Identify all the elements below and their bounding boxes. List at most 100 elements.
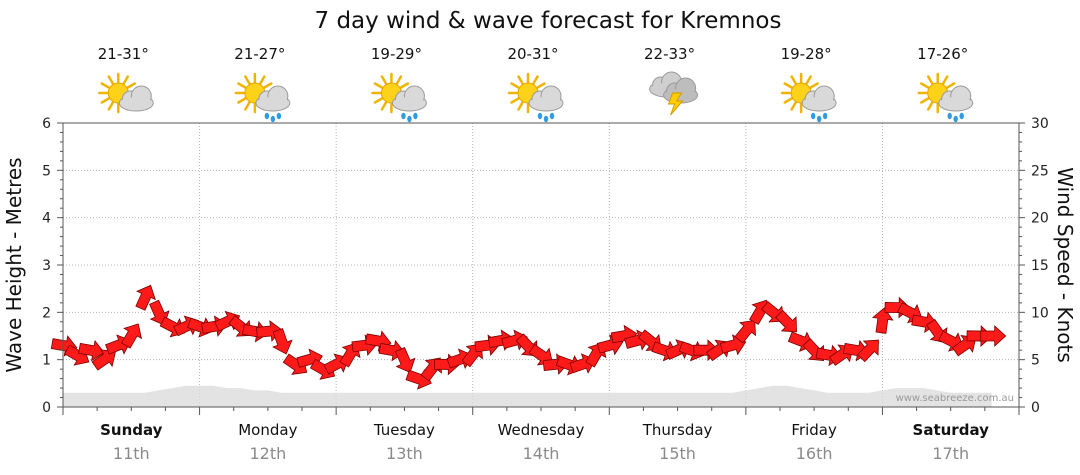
grid-lines [63,123,1019,407]
day-label: Saturday [913,421,990,439]
sun-ray [783,82,793,89]
wind-arrow [394,347,416,374]
rain-drops [401,112,418,123]
cloud-shape [255,85,291,112]
rain-drop [822,112,828,120]
cloud-shape [938,85,974,112]
cloud-shape [801,85,837,112]
left-tick-label: 6 [42,116,51,132]
rain-drops [810,112,828,123]
sun-ray [399,82,410,89]
sun-ray [373,97,384,104]
sun-cloud-icon [98,72,154,114]
temperature-label: 21-27° [234,45,285,63]
left-axis-title: Wave Height - Metres [2,157,26,372]
sun-ray [244,101,251,111]
sun-ray [920,97,930,104]
rain-drop [407,115,412,123]
sun-ray [395,75,403,85]
rain-drop [537,112,543,120]
sun-ray [380,75,388,85]
cloud-shape [118,85,154,112]
sun-ray [790,101,797,111]
wind-arrow [980,325,1007,347]
sun-ray [237,97,247,104]
wind-arrow-shape [135,284,156,311]
right-tick-label: 0 [1031,400,1040,416]
left-tick-label: 0 [42,400,51,416]
date-label: 16th [796,444,833,463]
cloud-fill [120,97,153,109]
wind-arrow [91,349,116,371]
rain-drop [810,112,816,120]
cloud-fill [803,97,836,109]
right-tick-label: 20 [1031,211,1049,227]
left-tick-label: 5 [42,163,51,179]
cloud-fill [393,97,426,109]
bottom-axis: Sunday 11th Monday 12th Tuesday 13th Wednesday… [62,407,1020,463]
day-label: Tuesday [373,421,435,439]
sun-ray [259,75,266,85]
wind-arrow [856,339,879,363]
storm-icon [649,71,699,116]
sun-ray [237,82,247,89]
sun-ray [380,101,388,111]
temperature-label: 19-28° [781,45,832,63]
right-axis-title: Wind Speed - Knots [1053,167,1077,363]
sun-cloud-rain-icon [917,72,974,123]
sun-ray [373,82,384,89]
rain-drop [413,112,418,120]
sun-cloud-rain-icon [234,72,291,123]
sun-ray [126,82,136,89]
wind-arrow [775,309,797,333]
wind-arrow-shape [78,339,105,362]
sun-ray [805,75,812,85]
wind-arrow [135,284,156,311]
right-tick-label: 30 [1031,116,1049,132]
right-tick-label: 5 [1031,353,1040,369]
date-label: 17th [932,444,969,463]
sun-ray [510,97,520,104]
credit-label: www.seabreeze.com.au [896,393,1014,404]
day-header: 19-28° [780,45,837,123]
sun-ray [941,75,949,85]
right-tick-label: 15 [1031,258,1049,274]
date-label: 12th [249,444,286,463]
day-header: 20-31° [507,45,564,123]
sun-cloud-rain-icon [507,72,564,123]
date-label: 14th [523,444,560,463]
day-header: 21-31° [98,45,154,114]
rain-drops [264,112,282,123]
wind-arrow-shape [272,328,293,355]
temperature-label: 20-31° [507,45,558,63]
rain-drop [947,112,952,120]
wind-arrow-shape [775,309,797,333]
cloud-shape [528,85,564,112]
rain-drop [276,112,282,120]
day-label: Thursday [642,421,713,439]
wind-arrow-shape [120,323,143,349]
sun-ray [244,75,251,85]
rain-drops [947,112,964,123]
temperature-label: 22-33° [644,45,695,63]
sun-ray [263,82,273,89]
sun-cloud-rain-icon [371,72,427,123]
sun-ray [790,75,797,85]
temperature-label: 19-29° [371,45,422,63]
cloud-fill [256,97,289,109]
wind-arrow [871,307,894,334]
sun-ray [532,75,539,85]
sun-ray [510,82,520,89]
sun-cloud-rain-icon [780,72,837,123]
day-label: Monday [238,421,297,439]
rain-drop [264,112,270,120]
wind-arrow-shape [856,339,879,363]
sun-ray [517,101,524,111]
wind-arrow [78,339,105,362]
sun-ray [536,82,546,89]
rain-drop [270,115,276,123]
rain-drop [549,112,555,120]
wind-arrow [120,323,143,349]
wind-arrow-shape [734,320,756,344]
